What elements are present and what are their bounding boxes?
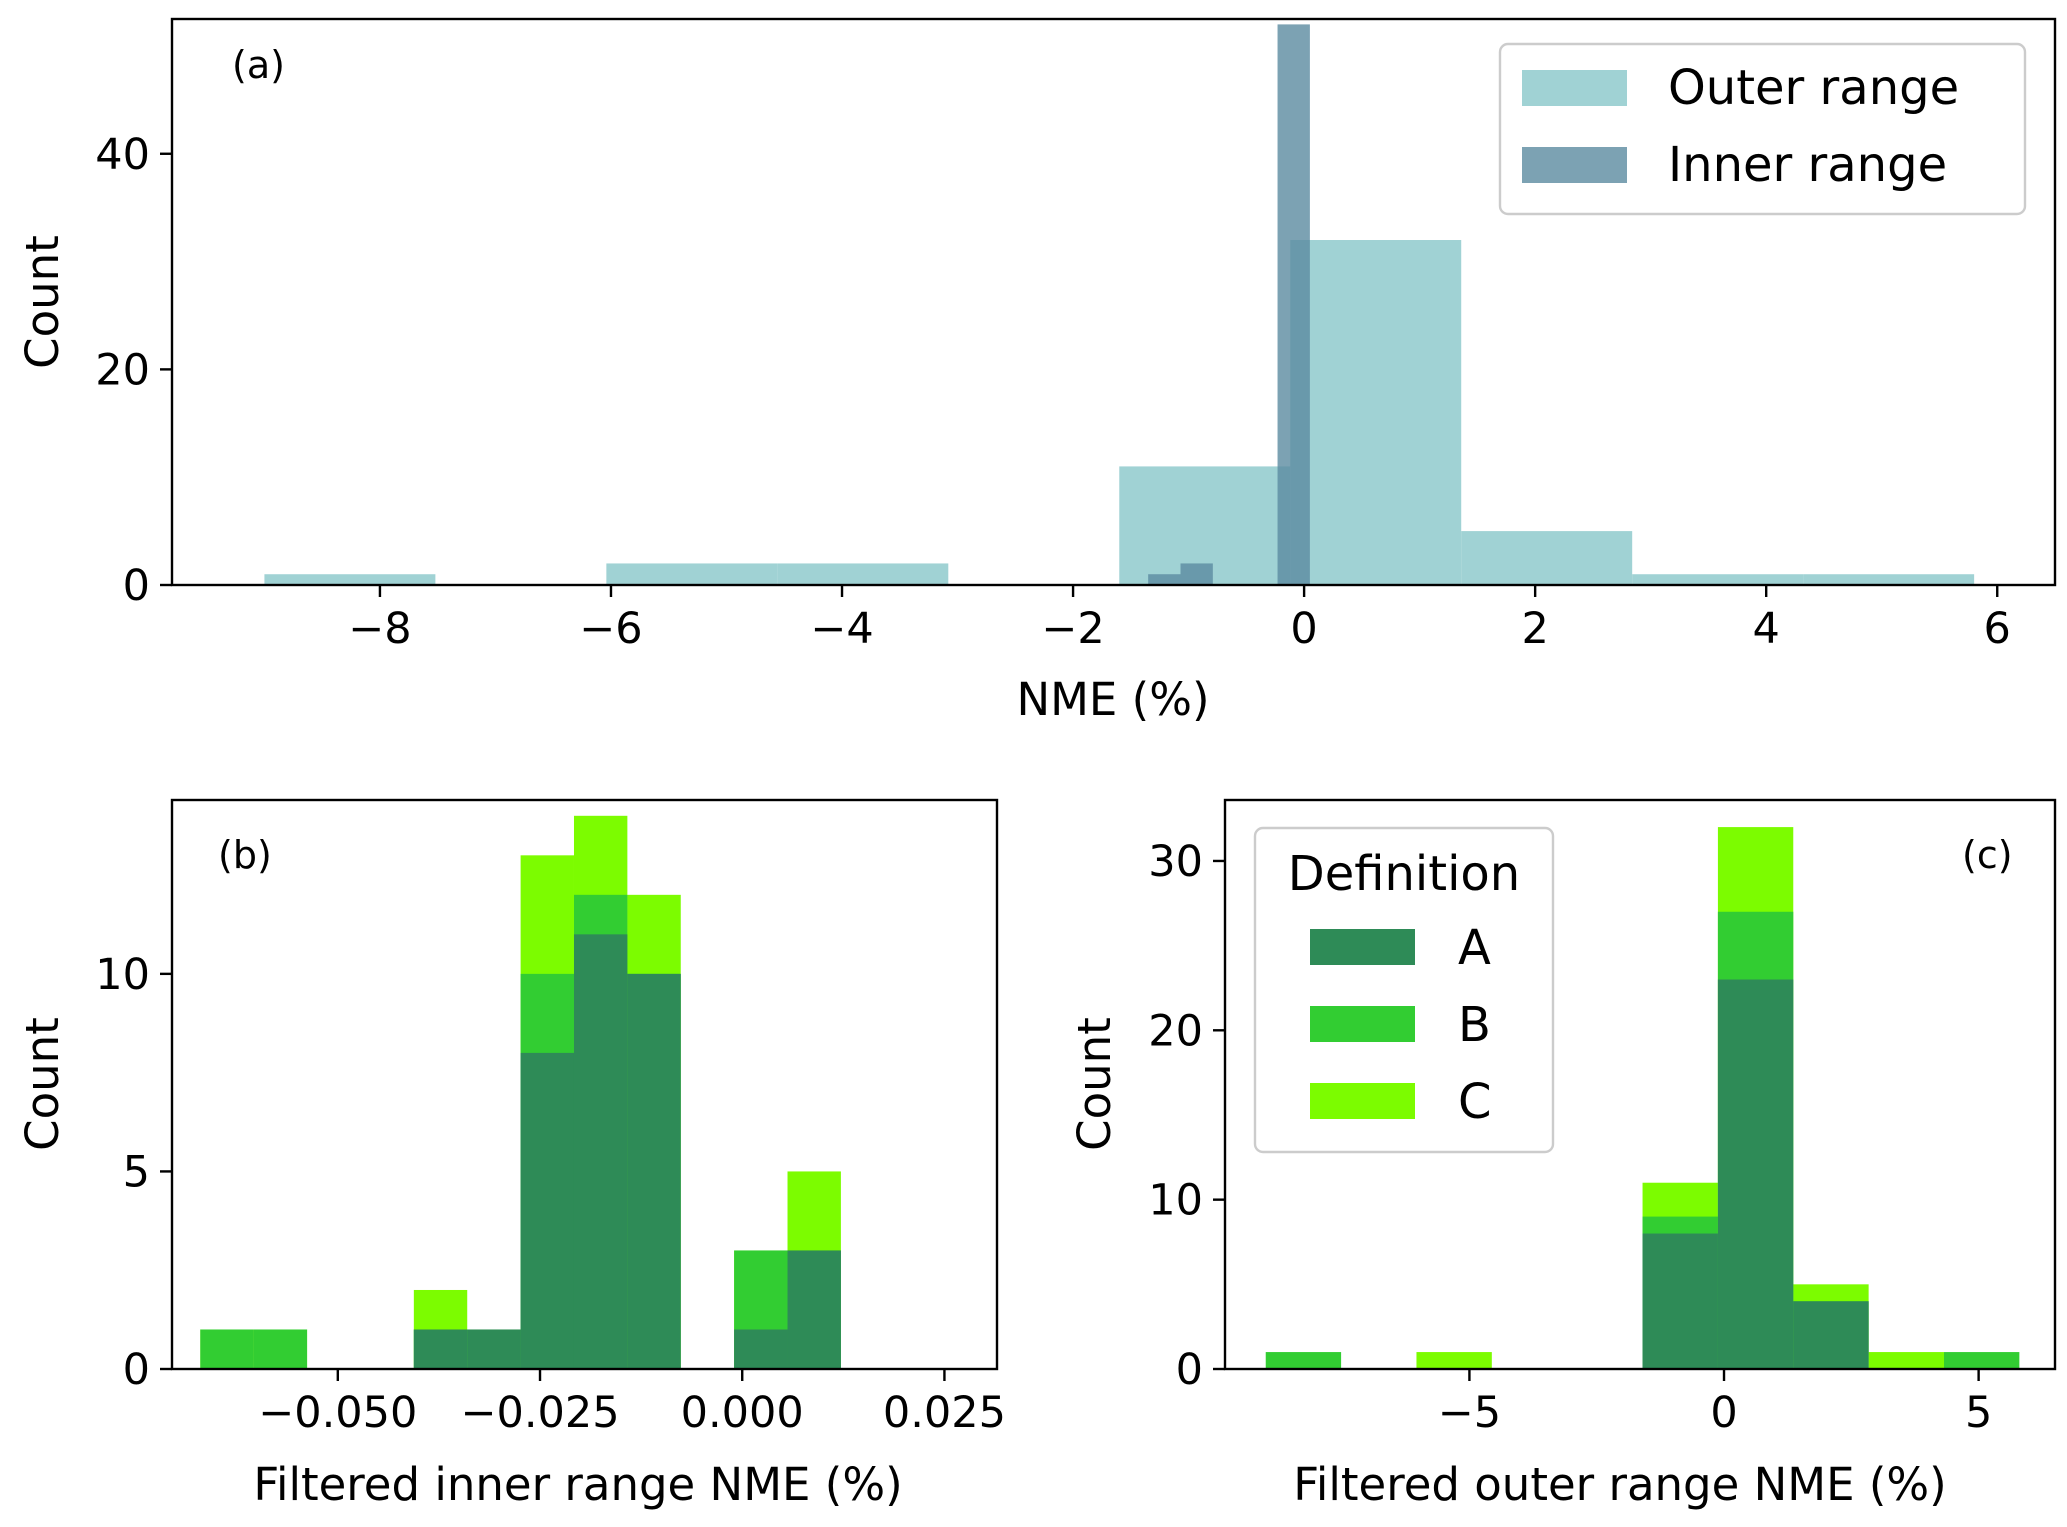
x-tick-label: 0.000 [681,1388,804,1438]
bar-definition-A [627,973,681,1369]
bar-outer-range [777,563,949,585]
bar-inner-range [1277,24,1310,585]
legend-swatch-B [1310,1006,1415,1042]
x-tick-label: 0 [1710,1388,1737,1438]
y-tick-label: 30 [1148,837,1203,887]
x-tick-label: −5 [1438,1388,1501,1438]
y-tick-label: 10 [95,950,150,1000]
x-tick-label: 6 [1984,604,2011,654]
bar-definition-A [413,1329,468,1369]
panel-a-frame [170,17,2057,587]
bar-definition-B [200,1329,254,1369]
legend-label-inner-range: Inner range [1668,137,1947,193]
bar-definition-A [787,1250,841,1369]
panel-c-frame [1223,798,2057,1371]
bar-definition-A [1642,1233,1718,1369]
y-tick-label: 0 [123,1345,150,1395]
legend-title-definition: Definition [1288,846,1520,902]
y-tick-label: 20 [95,345,150,395]
bar-definition-A [734,1329,788,1369]
x-tick-label: −2 [1041,604,1104,654]
bar-definition-A [573,934,628,1369]
panel-b-label: (b) [218,833,272,877]
panel-b-y-axis-label: Count [16,1017,69,1151]
panel-a-legend-frame [1498,42,2027,216]
x-tick-label: 5 [1965,1388,1992,1438]
legend-label-C: C [1458,1074,1492,1130]
bar-inner-range [1148,574,1181,585]
bar-definition-B [1943,1352,2020,1369]
bar-definition-C [1868,1352,1944,1369]
panel-b-x-ticks: −0.050 −0.025 0.000 0.025 [258,1369,1006,1438]
bar-definition-A [1717,979,1794,1369]
panel-b-bars [200,815,841,1369]
panel-a-bars [264,24,1975,585]
bar-outer-range [606,563,778,585]
legend-label-A: A [1458,920,1491,976]
panel-a-x-axis-label: NME (%) [1016,673,1209,726]
panel-a-label: (a) [232,43,285,87]
panel-a-y-axis-label: Count [16,235,69,369]
panel-c-y-axis-label: Count [1068,1017,1121,1151]
legend-swatch-outer-range [1522,70,1627,106]
panel-b-y-ticks: 0 5 10 [95,950,172,1395]
bar-outer-range [1632,574,1804,585]
x-tick-label: 4 [1753,604,1780,654]
x-tick-label: 0 [1290,604,1317,654]
bar-definition-C [1416,1352,1492,1369]
panel-c-y-ticks: 0 10 20 30 [1148,837,1225,1395]
bar-outer-range [1803,574,1975,585]
legend-swatch-A [1310,929,1415,965]
legend-label-B: B [1458,997,1491,1053]
x-tick-label: −4 [810,604,873,654]
bar-definition-A [1793,1301,1869,1369]
panel-c-x-axis-label: Filtered outer range NME (%) [1293,1458,1946,1511]
x-tick-label: 2 [1521,604,1548,654]
legend-swatch-C [1310,1083,1415,1119]
legend-swatch-inner-range [1522,147,1627,183]
bar-definition-B [1265,1352,1342,1369]
x-tick-label: −6 [579,604,642,654]
legend-label-outer-range: Outer range [1668,60,1959,116]
panel-a-y-ticks: 0 20 40 [95,130,172,611]
bar-outer-range [264,574,436,585]
y-tick-label: 5 [123,1147,150,1197]
x-tick-label: −0.050 [258,1388,417,1438]
y-tick-label: 40 [95,130,150,180]
panel-b-frame [170,798,999,1371]
bar-definition-B [253,1329,308,1369]
y-tick-label: 20 [1148,1006,1203,1056]
panel-c-label: (c) [1962,833,2013,877]
bar-definition-A [520,1052,574,1369]
bar-outer-range [1461,531,1633,585]
x-tick-label: −0.025 [460,1388,619,1438]
panel-b-x-axis-label: Filtered inner range NME (%) [253,1458,902,1511]
x-tick-label: 0.025 [883,1388,1006,1438]
panel-a-histogram: −8 −6 −4 −2 0 2 4 6 0 20 40 (a) NME (%) Count Out… [16,17,2057,726]
y-tick-label: 0 [123,561,150,611]
panel-c-bars [1265,827,2020,1369]
x-tick-label: −8 [348,604,411,654]
panel-a-legend: Outer range Inner range [1498,42,2027,216]
panel-c-histogram: −5 0 5 0 10 20 30 (c) Filtered outer range NM… [1068,798,2057,1511]
panel-c-x-ticks: −5 0 5 [1438,1369,1992,1438]
y-tick-label: 10 [1148,1176,1203,1226]
bar-outer-range [1290,240,1462,585]
bar-inner-range [1180,563,1213,585]
y-tick-label: 0 [1176,1345,1203,1395]
panel-a-x-ticks: −8 −6 −4 −2 0 2 4 6 [348,585,2011,654]
panel-c-legend-frame [1253,826,1555,1154]
panel-c-legend: Definition A B C [1253,826,1555,1154]
bar-definition-A [467,1329,521,1369]
panel-b-histogram: −0.050 −0.025 0.000 0.025 0 5 10 (b) Filtered… [16,798,1006,1511]
